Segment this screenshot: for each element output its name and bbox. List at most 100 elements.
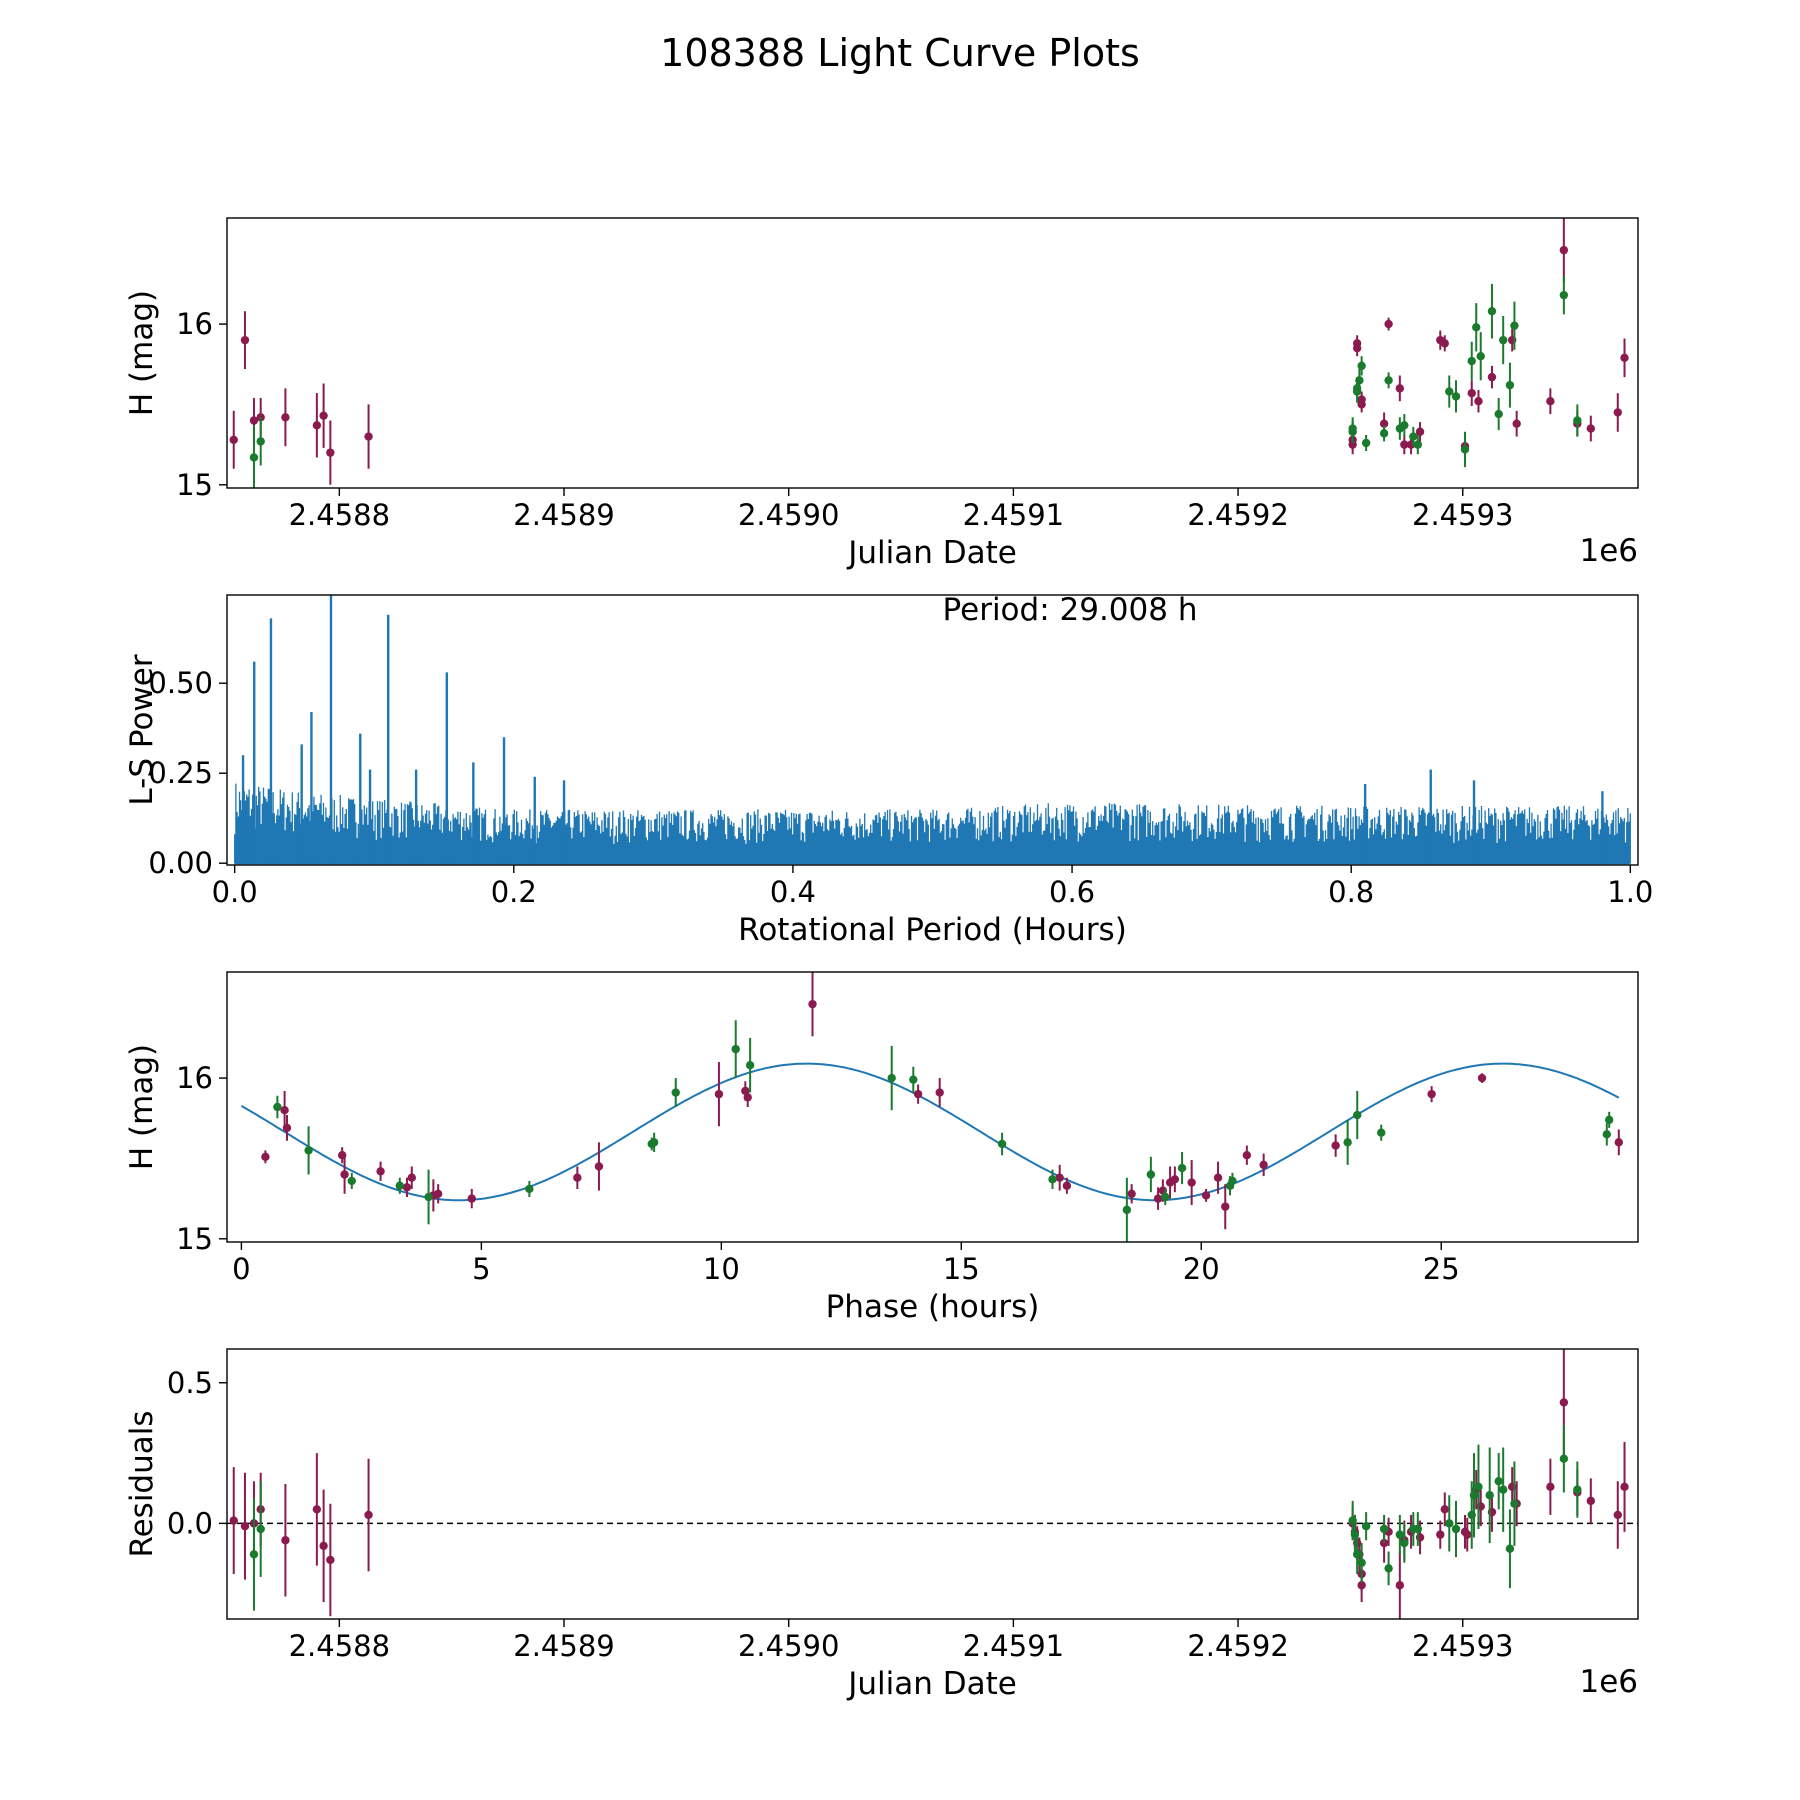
data-marker (1512, 419, 1521, 428)
data-point (1494, 1453, 1503, 1510)
data-marker (1620, 1482, 1629, 1492)
data-marker (1201, 1191, 1211, 1200)
x-tick-label: 2.4593 (1412, 498, 1513, 532)
data-point (745, 1037, 755, 1093)
data-point (1472, 303, 1481, 352)
data-point (1352, 335, 1362, 352)
data-point (1361, 434, 1371, 452)
data-marker (1361, 438, 1371, 448)
data-marker (745, 1061, 755, 1070)
data-marker (376, 1167, 385, 1176)
y-axis-label: H (mag) (124, 290, 160, 416)
data-point (1242, 1145, 1252, 1165)
data-marker (1485, 1491, 1494, 1500)
power-spectrum-line (234, 783, 1631, 864)
data-marker (319, 411, 328, 420)
data-marker (1062, 1181, 1072, 1190)
data-marker (229, 1516, 238, 1525)
residuals-panel: 2.4588 2.4589 2.4590 2.4591 2.4592 2.4593 0.0 0… (124, 1348, 1639, 1702)
plot-area (227, 1349, 1638, 1619)
data-point (1467, 341, 1476, 381)
data-point (340, 1155, 349, 1194)
data-point (1436, 1520, 1445, 1549)
data-point (1259, 1153, 1268, 1177)
x-tick-label: 0.6 (1049, 875, 1095, 909)
data-point (1586, 1478, 1596, 1524)
data-point (229, 410, 238, 469)
x-axis-label: Phase (hours) (826, 1289, 1040, 1325)
data-marker (1586, 1496, 1596, 1506)
data-marker (1357, 395, 1366, 404)
data-point (743, 1087, 752, 1107)
data-marker (281, 413, 290, 422)
data-point (594, 1142, 604, 1191)
data-point (731, 1020, 740, 1079)
data-point (1573, 404, 1582, 437)
data-marker (1377, 1128, 1386, 1137)
data-marker (1413, 1524, 1423, 1534)
data-point (1460, 431, 1470, 468)
data-marker (1427, 1089, 1436, 1099)
data-point (714, 1062, 724, 1127)
data-marker (1474, 1482, 1483, 1492)
data-point (1451, 1500, 1461, 1558)
data-point (1379, 1514, 1389, 1544)
data-point (256, 417, 265, 466)
data-point (1170, 1166, 1180, 1193)
data-point (402, 1177, 412, 1197)
data-marker (1487, 307, 1497, 316)
data-point (1440, 335, 1449, 352)
data-marker (714, 1089, 724, 1099)
data-point (395, 1177, 404, 1194)
plot-area (240, 972, 1624, 1242)
data-point (261, 1150, 270, 1164)
data-marker (256, 1524, 265, 1534)
data-point (249, 425, 259, 488)
data-point (229, 1467, 238, 1574)
data-point (1331, 1134, 1340, 1157)
data-marker (1498, 335, 1508, 345)
data-point (1161, 1188, 1170, 1206)
x-tick-label: 0.2 (491, 875, 537, 909)
data-point (808, 972, 817, 1037)
data-point (1602, 1123, 1612, 1146)
x-tick-label: 20 (1183, 1252, 1220, 1286)
data-marker (1451, 392, 1461, 401)
series-filter-2 (249, 1424, 1582, 1611)
data-point (376, 1161, 385, 1181)
data-marker (424, 1192, 433, 1202)
data-point (281, 1484, 290, 1597)
data-marker (1400, 440, 1409, 449)
data-point (1463, 1517, 1472, 1552)
data-marker (1477, 1073, 1487, 1083)
y-tick-label: 0.50 (148, 666, 213, 700)
data-marker (1510, 321, 1519, 330)
data-marker (364, 432, 373, 441)
x-tick-label: 2.4589 (513, 498, 614, 532)
data-point (1613, 393, 1622, 432)
data-point (1505, 362, 1515, 408)
data-marker (1384, 319, 1393, 329)
data-marker (1494, 409, 1503, 419)
data-point (909, 1066, 918, 1093)
data-point (1122, 1177, 1132, 1242)
data-point (1487, 283, 1497, 339)
data-point (407, 1166, 416, 1189)
x-tick-label: 2.4591 (963, 1629, 1064, 1663)
data-marker (594, 1162, 604, 1171)
data-point (282, 1115, 292, 1141)
data-point (649, 1132, 659, 1152)
x-tick-label: 2.4589 (513, 1629, 614, 1663)
data-marker (1361, 1521, 1371, 1531)
data-point (433, 1184, 443, 1204)
data-marker (402, 1183, 412, 1192)
data-point (312, 1453, 322, 1566)
data-marker (304, 1146, 313, 1155)
data-point (1062, 1177, 1072, 1194)
data-point (1379, 425, 1389, 442)
data-point (1620, 1441, 1629, 1532)
data-point (1614, 1129, 1624, 1156)
data-point (1395, 375, 1405, 402)
data-marker (1614, 1138, 1624, 1147)
data-point (671, 1078, 680, 1107)
